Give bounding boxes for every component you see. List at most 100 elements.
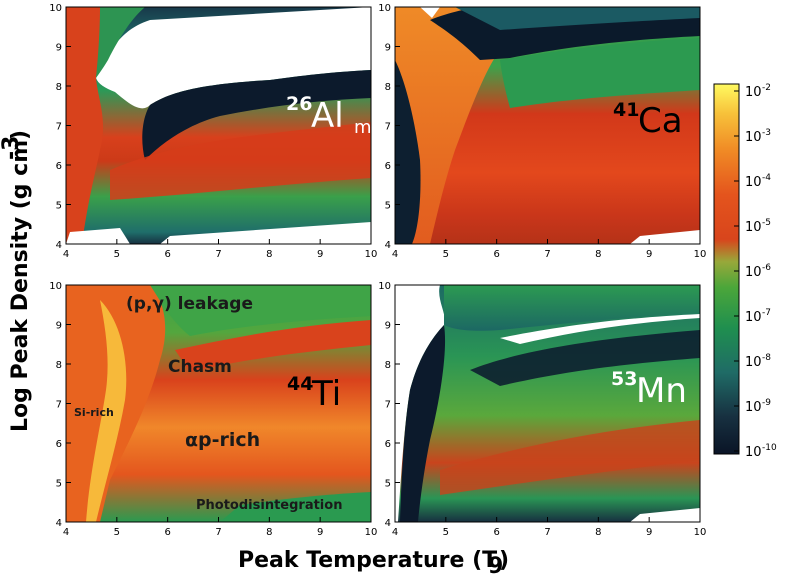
panel-ca41: 41 Ca bbox=[394, 6, 701, 245]
colorbar-tick-base: 10 bbox=[745, 445, 762, 460]
colorbar-tick-base: 10 bbox=[745, 310, 762, 325]
panel-2-xtick-8: 8 bbox=[266, 527, 272, 538]
colorbar-tick-exponent: -2 bbox=[762, 83, 771, 93]
panel-0-xtick-10: 10 bbox=[365, 249, 378, 260]
y-axis-label-superscript: -3 bbox=[0, 136, 24, 160]
panel-2-ytick-6: 6 bbox=[56, 439, 62, 450]
al26m-symbol: Al bbox=[311, 96, 344, 136]
panel-mn53-heatmap bbox=[395, 285, 700, 522]
annotation-ap-rich: αp-rich bbox=[185, 429, 260, 451]
panel-al26m-heatmap bbox=[66, 7, 371, 244]
colorbar-tick-base: 10 bbox=[745, 265, 762, 280]
annotation-si-rich: Si-rich bbox=[74, 406, 114, 419]
colorbar-tick-exponent: -10 bbox=[762, 443, 777, 453]
panel-3-xtick-9: 9 bbox=[646, 527, 652, 538]
colorbar-tick-base: 10 bbox=[745, 400, 762, 415]
annotation-chasm: Chasm bbox=[168, 357, 232, 377]
panel-2-xtick-7: 7 bbox=[215, 527, 221, 538]
ti44-symbol: Ti bbox=[311, 374, 341, 414]
panel-al26m: 26 Al m bbox=[65, 6, 372, 245]
panel-2-xtick-9: 9 bbox=[317, 527, 323, 538]
panel-0-ytick-6: 6 bbox=[56, 161, 62, 172]
ca41-mass: 41 bbox=[613, 99, 639, 121]
y-axis-label-text: Log Peak Density (g cm bbox=[8, 140, 33, 432]
panel-2-ytick-9: 9 bbox=[56, 321, 62, 332]
panel-0-ytick-4: 4 bbox=[56, 240, 62, 251]
panel-3-ytick-8: 8 bbox=[385, 360, 391, 371]
panel-2-ytick-4: 4 bbox=[56, 518, 62, 529]
x-axis-label-text: Peak Temperature (T bbox=[238, 548, 497, 573]
colorbar-tick-exponent: -4 bbox=[762, 173, 771, 183]
panel-2-ytick-7: 7 bbox=[56, 400, 62, 411]
colorbar-tick-exponent: -3 bbox=[762, 128, 771, 138]
colorbar-tick-base: 10 bbox=[745, 130, 762, 145]
panel-0-ytick-7: 7 bbox=[56, 122, 62, 133]
panel-mn53: 53 Mn bbox=[394, 284, 701, 523]
colorbar-tick-base: 10 bbox=[745, 355, 762, 370]
panel-0-xtick-4: 4 bbox=[63, 249, 69, 260]
panel-1-ytick-4: 4 bbox=[385, 240, 391, 251]
panel-2-xtick-6: 6 bbox=[164, 527, 170, 538]
panel-2-xtick-10: 10 bbox=[365, 527, 378, 538]
panel-3-xtick-8: 8 bbox=[595, 527, 601, 538]
panel-0-ytick-10: 10 bbox=[49, 3, 62, 14]
panel-0-xtick-9: 9 bbox=[317, 249, 323, 260]
annotation-pg-leakage: (p,γ) leakage bbox=[126, 294, 253, 314]
panel-3-xtick-7: 7 bbox=[544, 527, 550, 538]
colorbar-tick-base: 10 bbox=[745, 220, 762, 235]
panel-2-ytick-10: 10 bbox=[49, 281, 62, 292]
panel-1-xtick-9: 9 bbox=[646, 249, 652, 260]
panel-1-ytick-6: 6 bbox=[385, 161, 391, 172]
panel-0-xtick-6: 6 bbox=[164, 249, 170, 260]
annotation-photodisintegration: Photodisintegration bbox=[196, 498, 342, 513]
panel-1-xtick-7: 7 bbox=[544, 249, 550, 260]
panel-0-xtick-5: 5 bbox=[114, 249, 120, 260]
panel-2-ytick-8: 8 bbox=[56, 360, 62, 371]
colorbar-gradient bbox=[713, 83, 740, 455]
al26m-subscript: m bbox=[354, 117, 372, 138]
panel-1-ytick-10: 10 bbox=[378, 3, 391, 14]
panel-3-ytick-9: 9 bbox=[385, 321, 391, 332]
colorbar-tick-exponent: -8 bbox=[762, 353, 771, 363]
colorbar-tick-exponent: -7 bbox=[762, 308, 771, 318]
panel-1-xtick-8: 8 bbox=[595, 249, 601, 260]
axis-ticks: 4 5 6 7 8 9 10 4 5 6 7 8 9 10 4 5 6 7 8 9 10 4 5 6 7 8 9 10 4 5 6 7 8 9 10… bbox=[49, 3, 706, 538]
mn53-symbol: Mn bbox=[636, 371, 687, 411]
panel-mn53-label: 53 Mn bbox=[611, 368, 687, 411]
colorbar-tick-base: 10 bbox=[745, 85, 762, 100]
panel-1-ytick-5: 5 bbox=[385, 201, 391, 212]
panel-2-xtick-5: 5 bbox=[114, 527, 120, 538]
colorbar-tick-exponent: -6 bbox=[762, 263, 771, 273]
x-axis-label: Peak Temperature (T 9 ) bbox=[238, 548, 509, 579]
panel-3-xtick-5: 5 bbox=[443, 527, 449, 538]
y-axis-label-end: ) bbox=[8, 130, 33, 140]
panel-0-xtick-8: 8 bbox=[266, 249, 272, 260]
panel-ti44-label: 44 Ti bbox=[287, 373, 341, 414]
panel-2-xtick-4: 4 bbox=[63, 527, 69, 538]
panel-1-xtick-4: 4 bbox=[392, 249, 398, 260]
panel-1-xtick-10: 10 bbox=[694, 249, 707, 260]
panel-3-ytick-7: 7 bbox=[385, 400, 391, 411]
panel-1-xtick-6: 6 bbox=[493, 249, 499, 260]
panel-3-xtick-6: 6 bbox=[493, 527, 499, 538]
colorbar-ticks: 10-210-310-410-510-610-710-810-910-10 bbox=[734, 83, 777, 460]
colorbar-tick-base: 10 bbox=[745, 175, 762, 190]
panel-ti44-heatmap bbox=[66, 285, 371, 522]
panel-3-xtick-10: 10 bbox=[694, 527, 707, 538]
panel-3-ytick-4: 4 bbox=[385, 518, 391, 529]
x-axis-label-subscript: 9 bbox=[488, 554, 503, 579]
al26m-mass: 26 bbox=[286, 93, 312, 115]
mn53-mass: 53 bbox=[611, 368, 637, 390]
panel-ca41-heatmap bbox=[395, 7, 700, 244]
panel-3-ytick-10: 10 bbox=[378, 281, 391, 292]
colorbar-tick-exponent: -9 bbox=[762, 398, 771, 408]
colorbar: 10-210-310-410-510-610-710-810-910-10 bbox=[713, 83, 777, 460]
x-axis-label-end: ) bbox=[499, 548, 509, 573]
panel-0-ytick-8: 8 bbox=[56, 82, 62, 93]
panel-1-ytick-9: 9 bbox=[385, 43, 391, 54]
panel-ti44: 44 Ti (p,γ) leakage Chasm Si-rich αp-ric… bbox=[65, 284, 372, 523]
panel-1-xtick-5: 5 bbox=[443, 249, 449, 260]
ca41-symbol: Ca bbox=[638, 101, 683, 141]
panel-3-ytick-6: 6 bbox=[385, 439, 391, 450]
